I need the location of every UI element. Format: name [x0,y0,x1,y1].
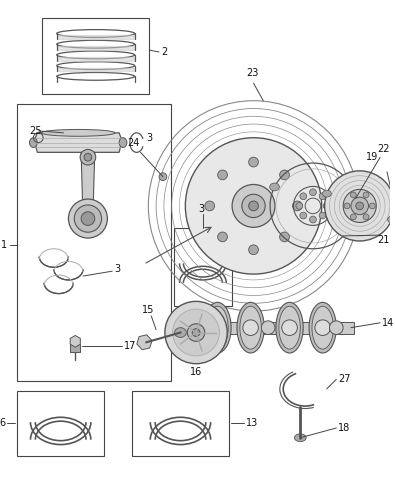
Circle shape [249,245,258,254]
Circle shape [363,214,369,220]
Ellipse shape [346,223,356,230]
Ellipse shape [201,321,214,335]
Ellipse shape [322,190,331,197]
Ellipse shape [270,183,279,191]
Circle shape [363,192,369,198]
Polygon shape [70,344,80,352]
Ellipse shape [329,321,343,335]
Text: 16: 16 [190,367,202,376]
Circle shape [280,170,290,180]
Circle shape [310,189,316,196]
Circle shape [343,189,376,222]
Circle shape [319,212,326,219]
Text: 14: 14 [382,318,394,328]
Ellipse shape [207,306,228,349]
Ellipse shape [175,328,186,337]
Circle shape [218,232,228,242]
Ellipse shape [30,138,37,147]
Circle shape [81,212,95,226]
Circle shape [159,173,167,180]
Text: 23: 23 [247,69,259,78]
Polygon shape [34,133,122,152]
Text: 2: 2 [161,47,167,57]
Ellipse shape [240,306,261,349]
Ellipse shape [119,138,127,147]
Circle shape [242,194,265,217]
Circle shape [232,184,275,228]
Ellipse shape [276,302,303,353]
Circle shape [292,201,302,211]
Text: 3: 3 [114,264,120,274]
Circle shape [280,232,290,242]
Circle shape [325,171,395,241]
Circle shape [84,153,92,161]
Circle shape [218,170,228,180]
Text: 13: 13 [246,418,258,428]
Text: 3: 3 [198,204,204,214]
Circle shape [205,201,214,211]
Circle shape [300,193,307,200]
Ellipse shape [261,321,275,335]
Circle shape [173,309,220,356]
Circle shape [282,320,297,336]
Text: 18: 18 [338,423,350,433]
Ellipse shape [294,434,306,442]
Circle shape [296,203,303,209]
Text: 21: 21 [377,235,389,245]
Polygon shape [81,152,95,220]
Circle shape [74,205,102,232]
Text: 24: 24 [127,138,139,147]
Ellipse shape [387,216,395,223]
Circle shape [310,216,316,223]
Circle shape [351,197,369,215]
Circle shape [80,149,96,165]
Polygon shape [195,322,354,334]
Text: 22: 22 [377,144,390,155]
Text: 1: 1 [1,240,7,250]
Ellipse shape [312,306,333,349]
Circle shape [319,193,326,200]
Circle shape [243,320,258,336]
Text: 19: 19 [365,152,378,162]
Circle shape [165,301,227,364]
Circle shape [187,324,205,341]
Circle shape [185,138,322,274]
Text: 15: 15 [141,305,154,315]
Circle shape [249,201,258,211]
Circle shape [369,203,375,209]
Text: 17: 17 [124,341,136,351]
Circle shape [350,214,356,220]
Ellipse shape [237,302,264,353]
Ellipse shape [279,306,300,349]
Circle shape [249,157,258,167]
Ellipse shape [204,302,231,353]
Circle shape [315,320,331,336]
Circle shape [323,203,330,209]
Circle shape [210,320,225,336]
Circle shape [192,329,200,336]
Circle shape [344,203,350,209]
Circle shape [350,192,356,198]
Text: 27: 27 [338,374,351,384]
Text: 6: 6 [0,418,5,428]
Circle shape [300,212,307,219]
Ellipse shape [41,130,115,136]
Circle shape [356,202,363,210]
Circle shape [68,199,107,238]
Text: 25: 25 [30,126,42,136]
Text: 3: 3 [147,133,152,143]
Ellipse shape [309,302,336,353]
